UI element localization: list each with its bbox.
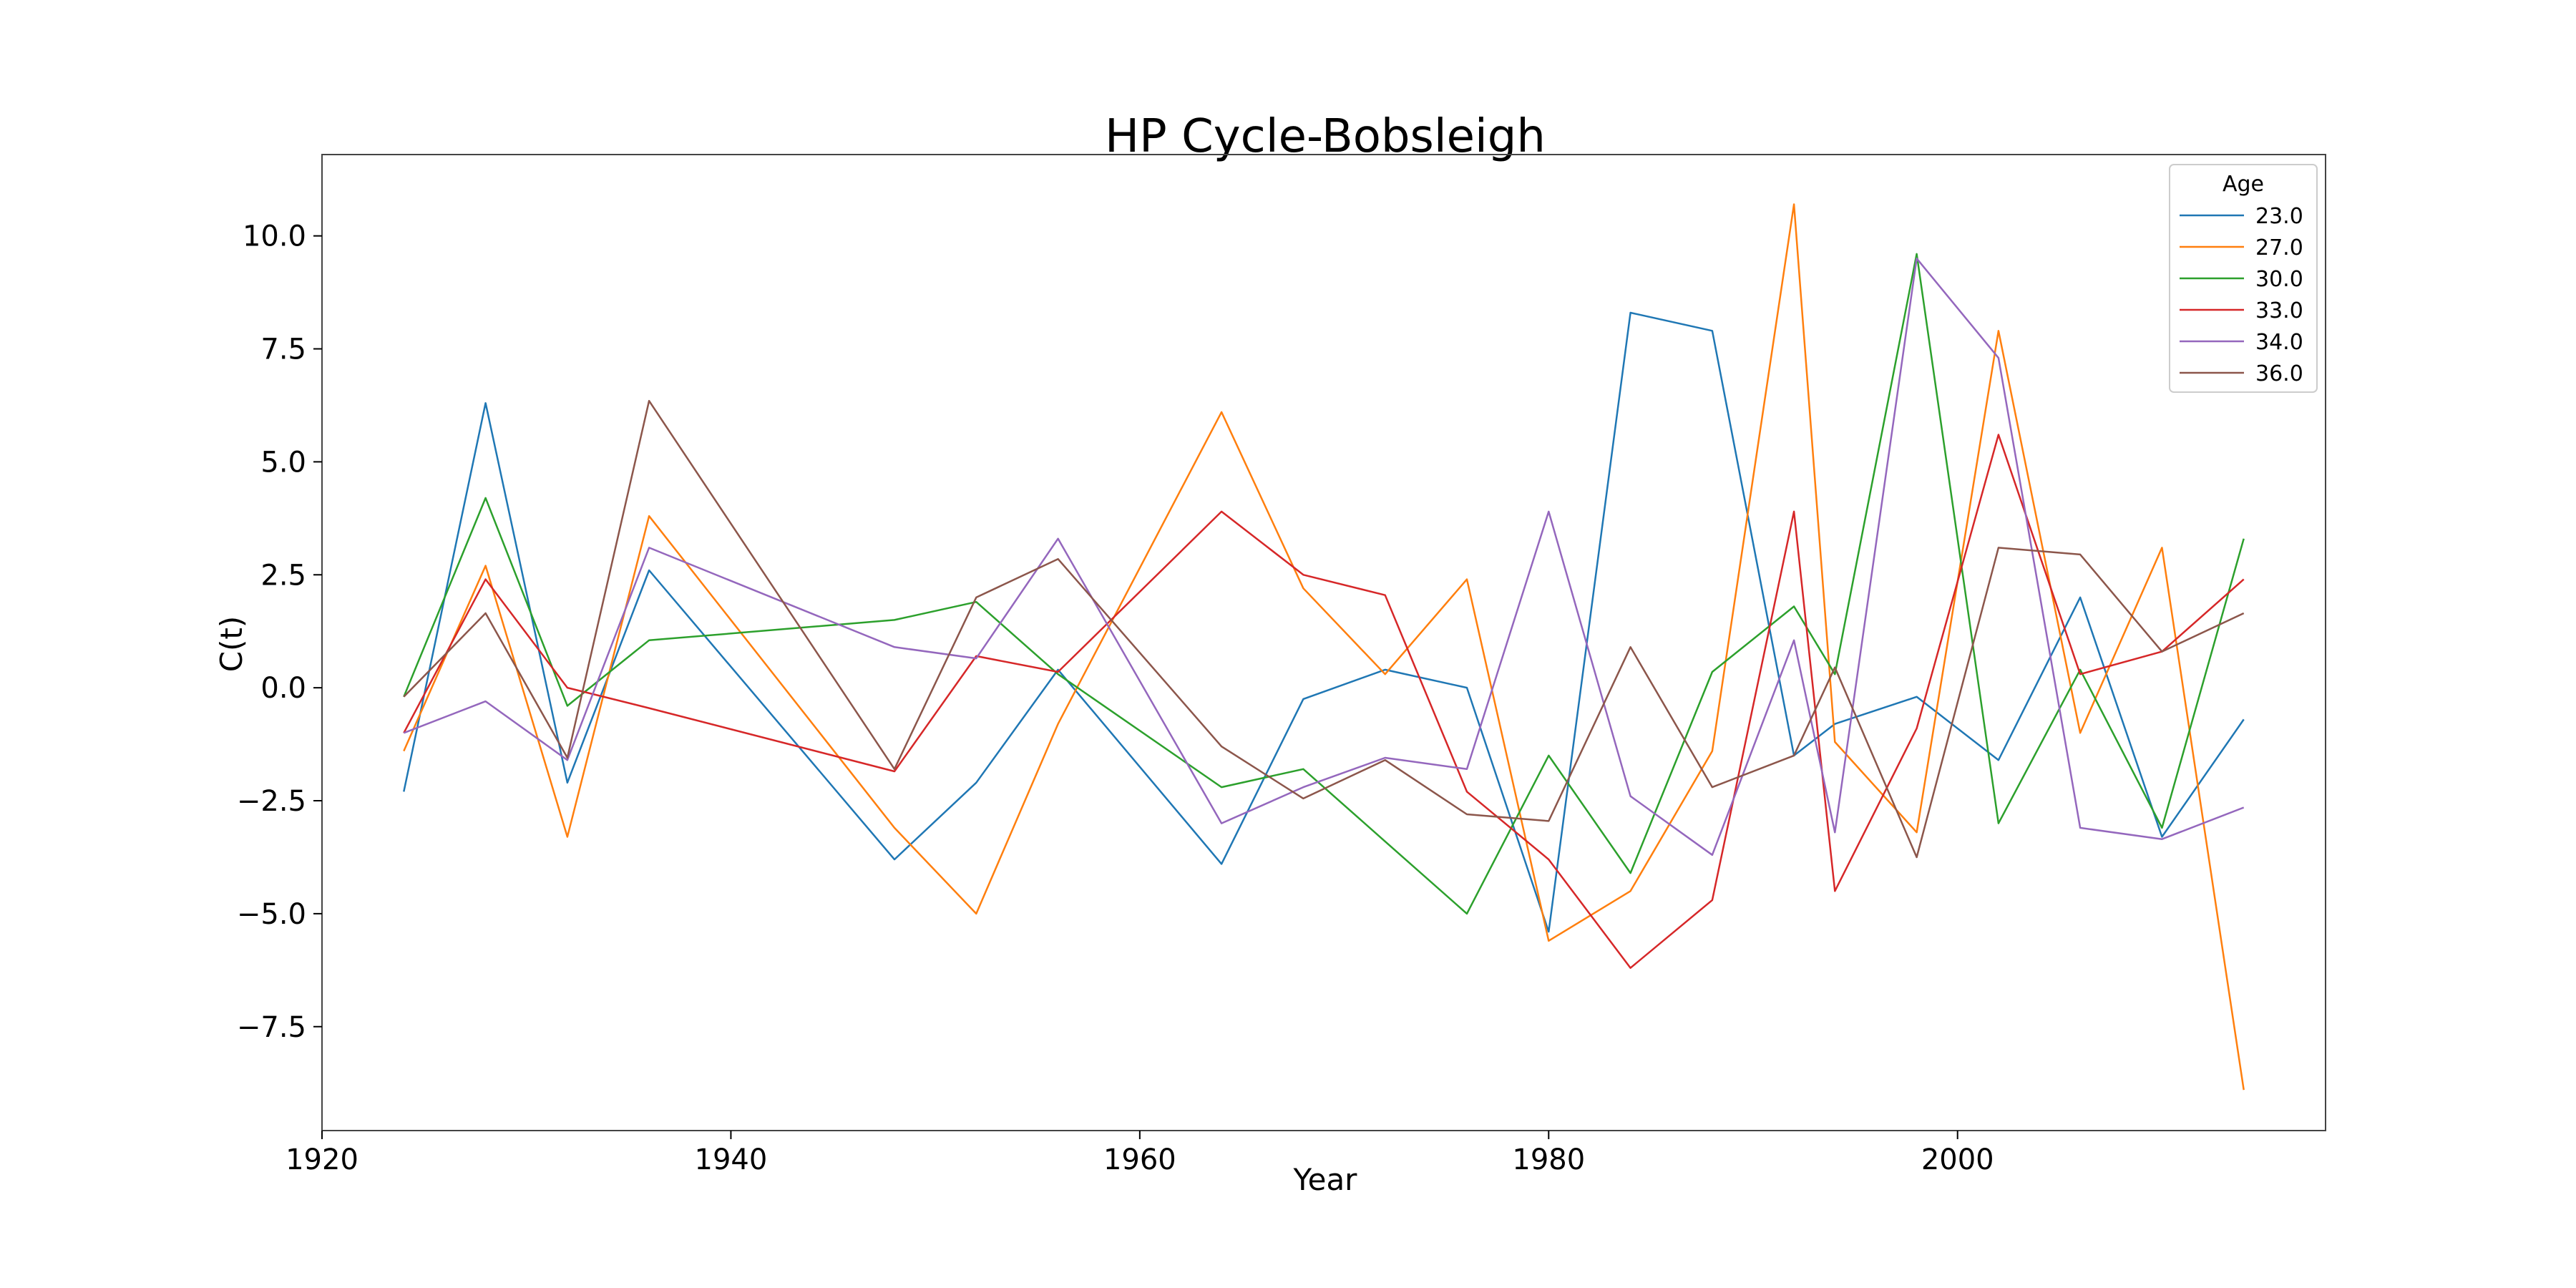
series-line-2 — [403, 253, 2245, 915]
y-tick-label-0: −7.5 — [237, 1011, 306, 1044]
series-line-5 — [403, 399, 2245, 859]
legend-label-3: 33.0 — [2255, 298, 2303, 323]
legend: Age 23.0 27.0 30.0 33.0 34.0 36.0 — [2169, 164, 2318, 393]
series-line-4 — [403, 257, 2245, 857]
y-axis: −7.5 −5.0 −2.5 0.0 2.5 5.0 7.5 10.0 — [237, 220, 322, 1044]
legend-title: Age — [2223, 172, 2264, 197]
x-tick-label-3: 1980 — [1512, 1143, 1585, 1176]
x-tick-label-4: 2000 — [1921, 1143, 1994, 1176]
x-tick-label-0: 1920 — [286, 1143, 358, 1176]
x-tick-label-1: 1940 — [695, 1143, 768, 1176]
y-tick-label-5: 5.0 — [260, 446, 306, 479]
y-tick-label-6: 7.5 — [260, 333, 306, 366]
legend-label-2: 30.0 — [2255, 267, 2303, 292]
legend-label-5: 36.0 — [2255, 361, 2303, 386]
series-line-0 — [403, 311, 2245, 933]
legend-items: 23.0 27.0 30.0 33.0 34.0 36.0 — [2180, 204, 2303, 386]
y-tick-label-3: 0.0 — [260, 672, 306, 705]
legend-label-4: 34.0 — [2255, 330, 2303, 355]
x-axis-label: Year — [1293, 1162, 1358, 1197]
legend-label-1: 27.0 — [2255, 235, 2303, 260]
y-tick-label-1: −5.0 — [237, 898, 306, 931]
x-axis: 1920 1940 1960 1980 2000 — [286, 1131, 1994, 1176]
legend-label-0: 23.0 — [2255, 204, 2303, 229]
y-tick-label-4: 2.5 — [260, 559, 306, 592]
plot-series — [403, 203, 2245, 1091]
y-tick-label-7: 10.0 — [243, 220, 306, 253]
plot-frame — [321, 154, 2326, 1131]
y-axis-label: C(t) — [214, 616, 249, 673]
series-line-3 — [403, 434, 2245, 969]
x-tick-label-2: 1960 — [1103, 1143, 1176, 1176]
series-line-1 — [403, 203, 2245, 1091]
y-tick-label-2: −2.5 — [237, 785, 306, 818]
